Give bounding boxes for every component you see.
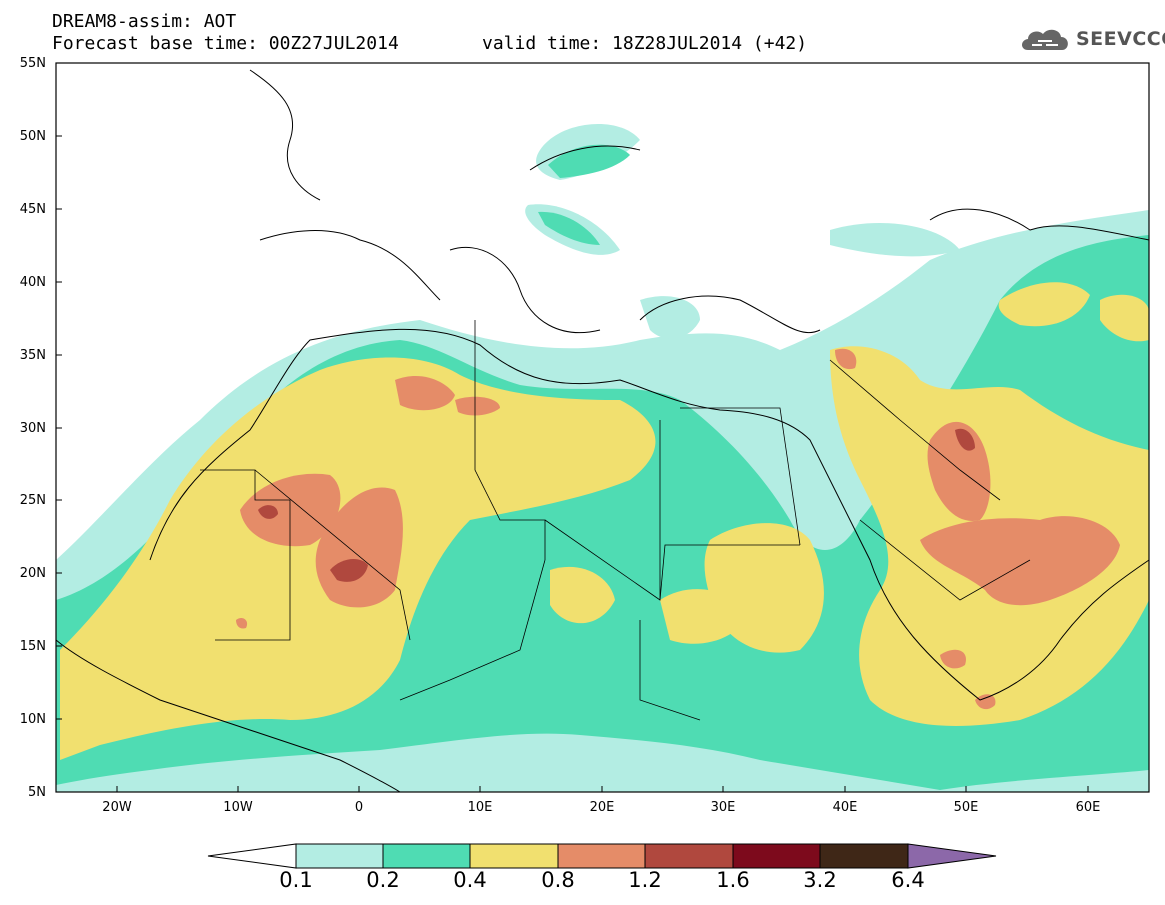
coastlines xyxy=(56,69,1149,792)
legend-swatch-upper xyxy=(907,843,997,869)
aot-band-1.2 xyxy=(258,428,975,582)
legend-swatch-2 xyxy=(382,843,471,869)
lon-label-20e: 20E xyxy=(589,800,615,815)
lat-label-25n: 25N xyxy=(19,493,46,508)
seevccc-logo: SEEVCCC xyxy=(1018,24,1165,56)
forecast-base-time: Forecast base time: 00Z27JUL2014 xyxy=(52,33,399,54)
legend-swatch-5 xyxy=(644,843,734,869)
lon-label-0: 0 xyxy=(354,800,364,815)
lon-label-50e: 50E xyxy=(953,800,979,815)
lat-label-30n: 30N xyxy=(19,421,46,436)
map-title: DREAM8-assim: AOT xyxy=(52,11,237,32)
lat-label-5n: 5N xyxy=(28,785,46,800)
lat-label-35n: 35N xyxy=(19,348,46,363)
legend-swatch-lower xyxy=(207,843,297,869)
legend-swatch-3 xyxy=(469,843,559,869)
legend-colorbar xyxy=(207,843,997,869)
aot-fields xyxy=(56,63,1149,792)
lat-label-15n: 15N xyxy=(19,639,46,654)
lat-label-40n: 40N xyxy=(19,275,46,290)
legend-swatch-6 xyxy=(732,843,821,869)
legend-label: 3.2 xyxy=(803,868,837,892)
legend-label: 0.8 xyxy=(541,868,575,892)
lat-label-10n: 10N xyxy=(19,712,46,727)
lon-label-30e: 30E xyxy=(710,800,736,815)
lon-label-60e: 60E xyxy=(1075,800,1101,815)
lon-label-40e: 40E xyxy=(832,800,858,815)
lon-label-10w: 10W xyxy=(223,800,253,815)
lon-label-10e: 10E xyxy=(467,800,493,815)
legend-swatch-1 xyxy=(295,843,384,869)
legend-swatch-4 xyxy=(557,843,646,869)
valid-time: valid time: 18Z28JUL2014 (+42) xyxy=(482,33,808,54)
country-borders xyxy=(200,320,1031,721)
lon-label-20w: 20W xyxy=(102,800,132,815)
legend-label: 0.2 xyxy=(366,868,400,892)
legend-label: 0.4 xyxy=(453,868,487,892)
lat-label-55n: 55N xyxy=(19,56,46,71)
cloud-icon xyxy=(1022,29,1068,50)
axis-ticks xyxy=(56,62,1089,792)
lat-label-50n: 50N xyxy=(19,129,46,144)
lat-label-45n: 45N xyxy=(19,202,46,217)
legend-label: 0.1 xyxy=(279,868,313,892)
legend-swatch-7 xyxy=(819,843,909,869)
legend-label: 1.6 xyxy=(716,868,750,892)
legend-label: 1.2 xyxy=(628,868,662,892)
legend-label: 6.4 xyxy=(891,868,925,892)
logo-text: SEEVCCC xyxy=(1076,28,1165,50)
lat-label-20n: 20N xyxy=(19,566,46,581)
